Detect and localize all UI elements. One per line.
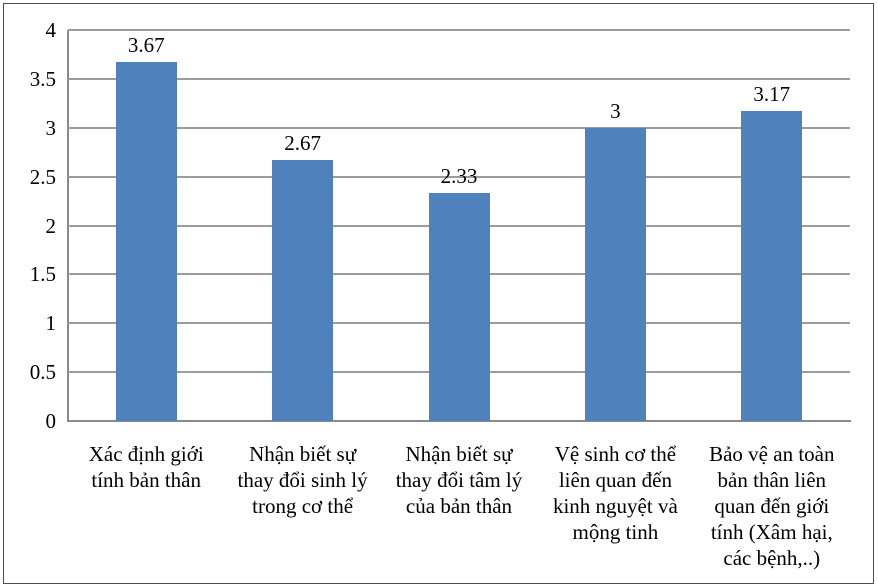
bar [428,193,490,421]
y-axis-tick-label: 2.5 [29,164,56,189]
gridline [68,126,850,129]
y-axis-tick-label: 4 [45,18,57,42]
bar-value-label: 2.33 [440,164,478,189]
gridline [68,77,850,80]
gridline [68,29,850,31]
chart-border-frame [3,3,874,584]
bar [115,62,177,421]
y-axis-tick-label: 0 [45,409,57,433]
y-axis-tick-label: 1 [45,311,57,336]
gridline [68,175,850,178]
bar-value-label: 2.67 [284,131,321,155]
y-axis-tick-label: 3.5 [29,66,56,91]
x-axis-category-label: Xác định giới tính bản thân [88,442,204,492]
x-axis-line [67,420,851,422]
y-axis-tick-label: 1.5 [29,262,56,287]
bar [272,160,334,421]
y-axis-tick-label: 0.5 [29,360,56,385]
bar-value-label: 3 [610,98,621,123]
x-axis-category-label: Nhận biết sự thay đổi tâm lý của bản thâ… [395,442,523,518]
bar-value-label: 3.17 [753,82,791,107]
x-axis-category-label: Vệ sinh cơ thể liên quan đến kinh nguyệt… [552,442,678,544]
y-axis-tick-label: 3 [45,115,57,140]
bar [741,111,803,421]
x-axis-category-label: Nhận biết sự thay đổi sinh lý trong cơ t… [237,442,368,518]
bar-value-label: 3.67 [127,33,165,58]
y-axis-tick-label: 2 [45,213,57,238]
x-axis-category-label: Bảo vệ an toàn bản thân liên quan đến gi… [709,442,835,570]
bar [584,127,646,421]
